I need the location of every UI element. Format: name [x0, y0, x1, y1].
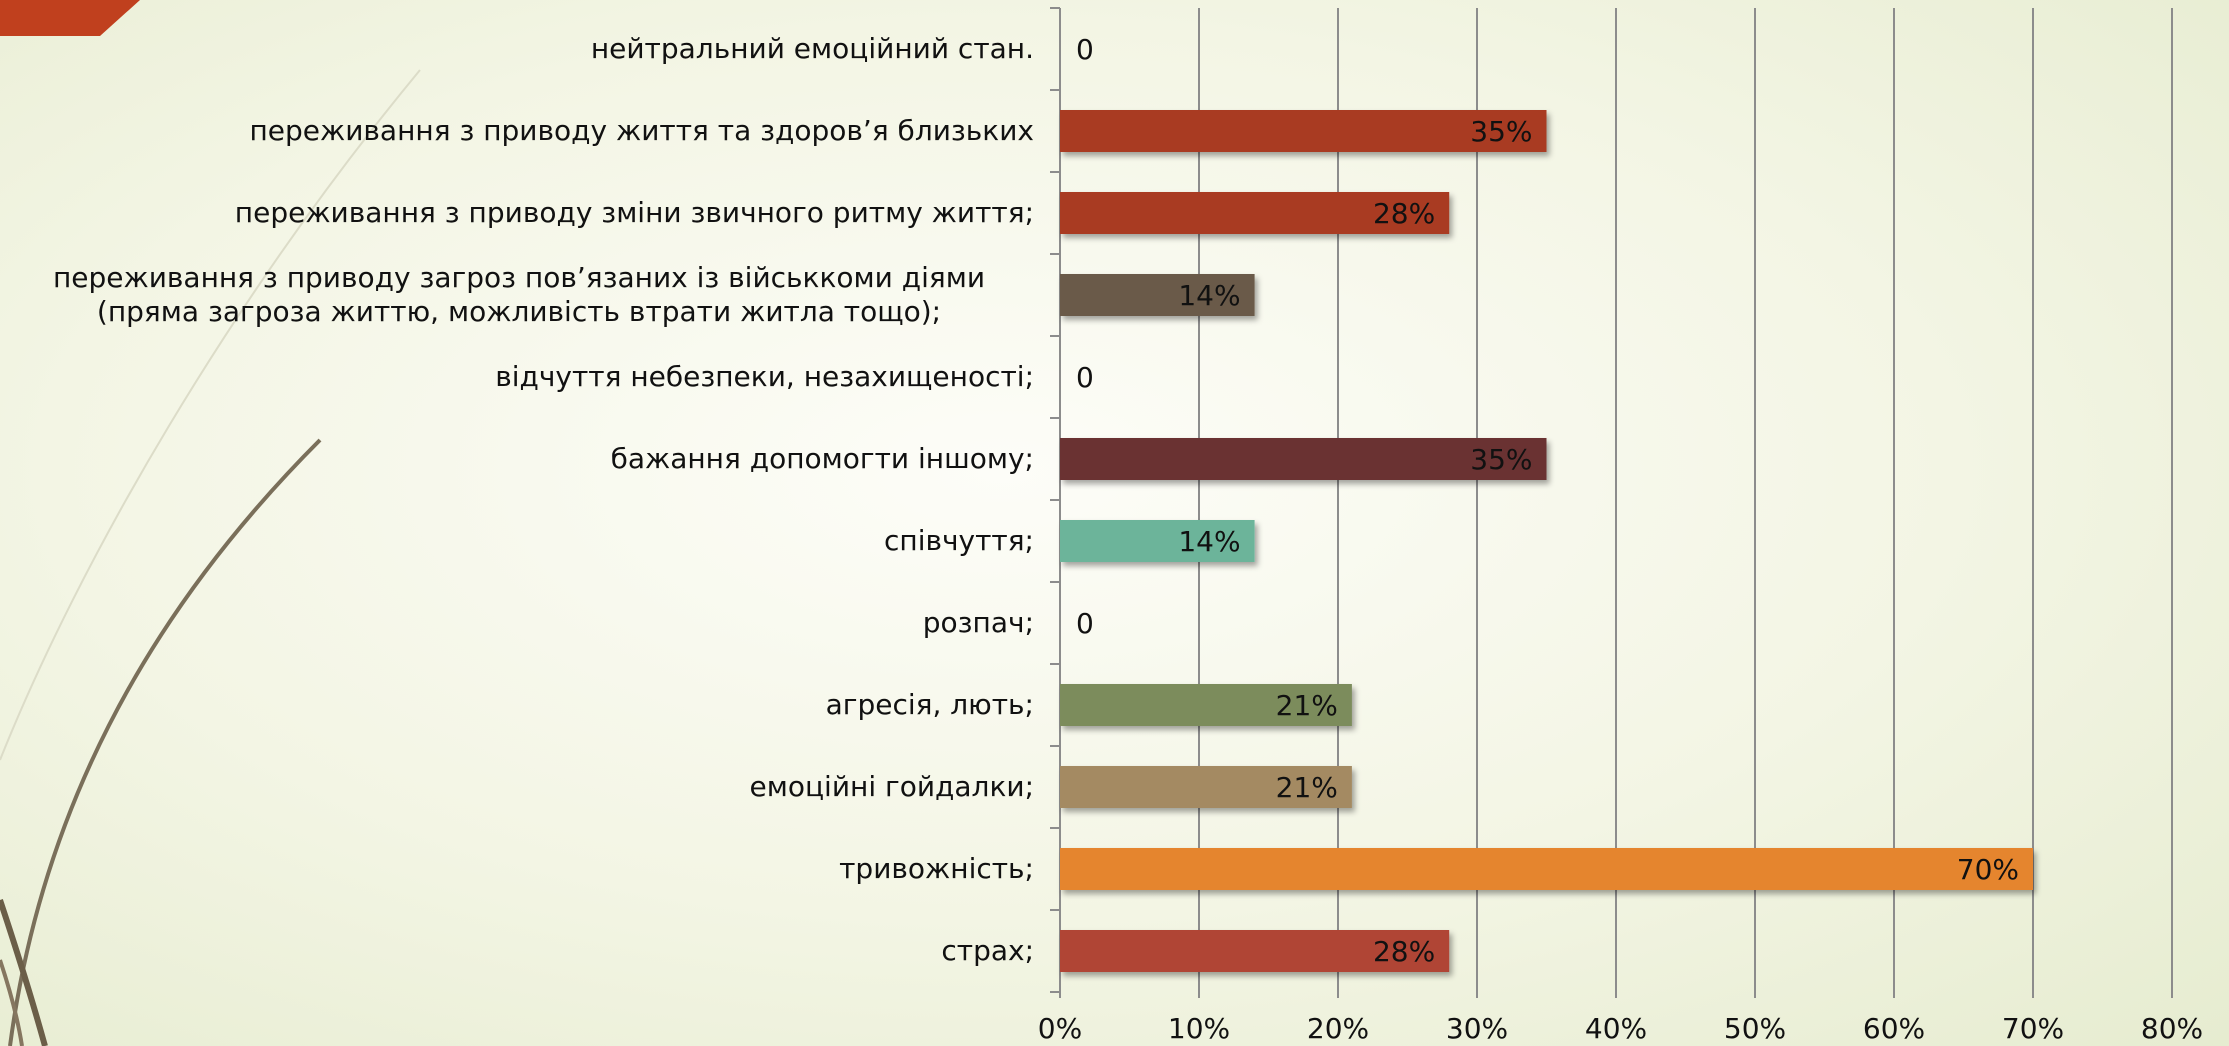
value-label: 0 [1076, 33, 1094, 66]
category-label: переживання з приводу зміни звичного рит… [234, 196, 1034, 229]
bar [1060, 684, 1352, 726]
category-label: відчуття небезпеки, незахищеності; [495, 360, 1034, 393]
x-tick-label: 40% [1585, 1012, 1647, 1045]
bar [1060, 848, 2033, 890]
value-label: 0 [1076, 361, 1094, 394]
value-label: 35% [1470, 115, 1532, 148]
x-tick-label: 60% [1863, 1012, 1925, 1045]
x-tick-label: 20% [1307, 1012, 1369, 1045]
category-label: переживання з приводу життя та здоров’я … [249, 114, 1034, 147]
value-label: 21% [1276, 771, 1338, 804]
category-label: розпач; [922, 606, 1034, 639]
category-label: переживання з приводу загроз пов’язаних … [52, 261, 986, 328]
x-tick-label: 80% [2141, 1012, 2203, 1045]
decor-curve [0, 69, 421, 761]
category-label: тривожність; [839, 852, 1034, 885]
x-tick-label: 70% [2002, 1012, 2064, 1045]
value-label: 14% [1178, 279, 1240, 312]
bar [1060, 930, 1450, 972]
bar [1060, 274, 1255, 316]
category-label: агресія, лють; [825, 688, 1034, 721]
value-label: 0 [1076, 607, 1094, 640]
value-label: 14% [1178, 525, 1240, 558]
category-label: нейтральний емоційний стан. [590, 32, 1034, 65]
bar [1060, 438, 1547, 480]
decor-curve [0, 959, 24, 1046]
category-label: бажання допомогти іншому; [610, 442, 1034, 475]
value-label: 28% [1373, 935, 1435, 968]
x-tick-label: 10% [1168, 1012, 1230, 1045]
plot: 0% 10% 20% 30% 40% 50% 60% 70% 80% 0 35% 28% 14% 0 35%… [1038, 7, 2203, 1045]
bar [1060, 766, 1352, 808]
value-label: 21% [1276, 689, 1338, 722]
decor-curve [0, 899, 48, 1046]
x-tick-label: 30% [1446, 1012, 1508, 1045]
category-label: співчуття; [884, 524, 1034, 557]
bar [1060, 110, 1547, 152]
decor-curve [8, 438, 322, 1046]
x-tick-label: 0% [1038, 1012, 1082, 1045]
corner-accent [0, 0, 140, 36]
value-label: 28% [1373, 197, 1435, 230]
value-label: 70% [1957, 853, 2019, 886]
category-label: емоційні гойдалки; [749, 770, 1035, 803]
value-label: 35% [1470, 443, 1532, 476]
category-label: страх; [941, 934, 1034, 967]
bar [1060, 192, 1450, 234]
x-tick-label: 50% [1724, 1012, 1786, 1045]
bar [1060, 520, 1255, 562]
